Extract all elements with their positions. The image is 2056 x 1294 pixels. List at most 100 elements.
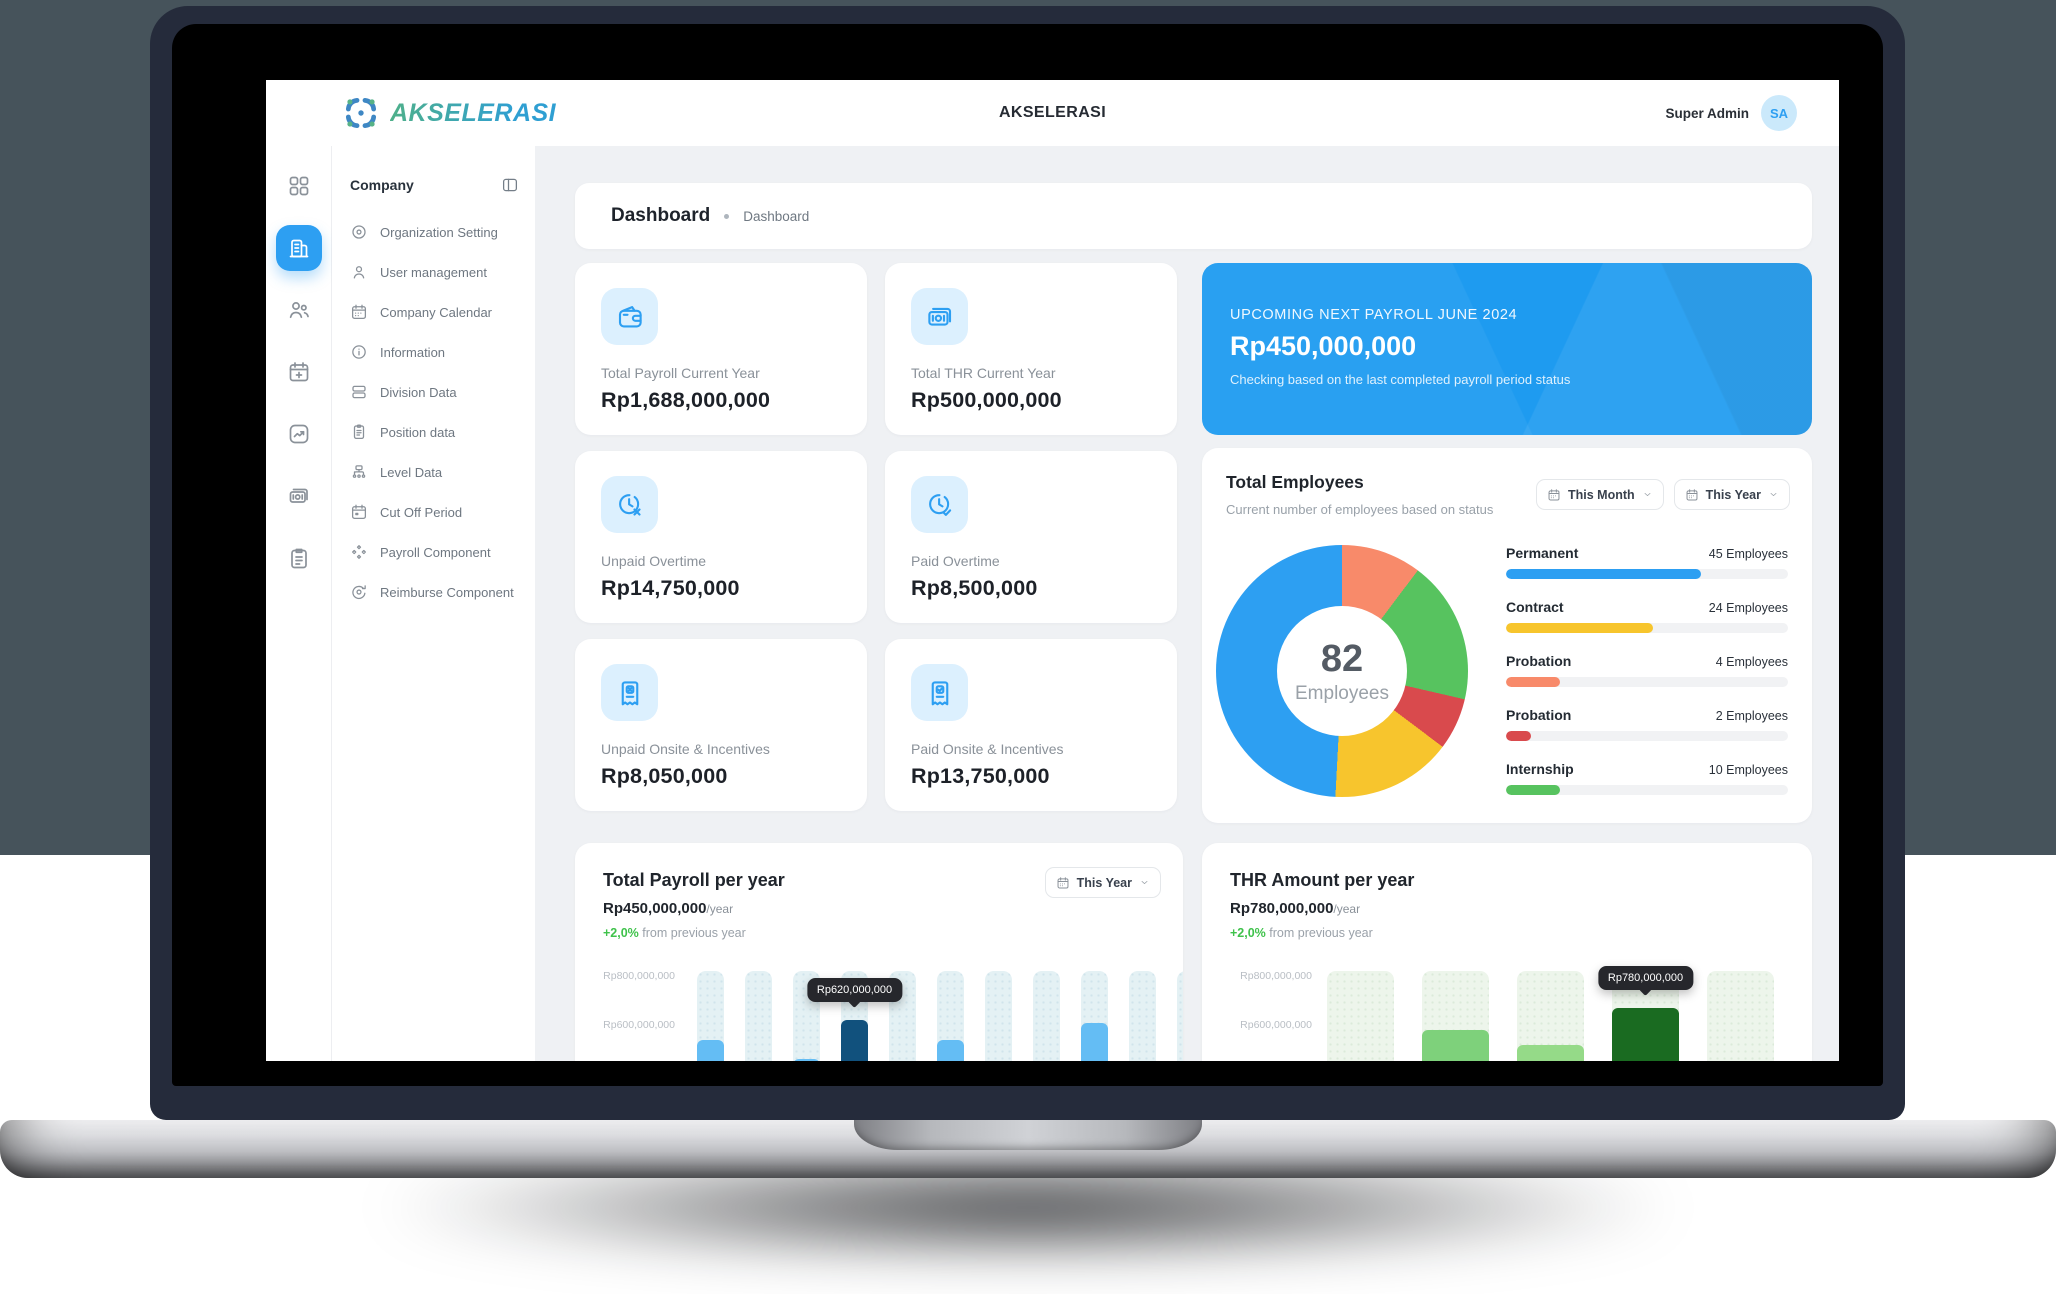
info-icon [350,343,368,361]
chart-column-1 [697,971,724,1061]
bar-highlighted[interactable] [1612,1007,1679,1061]
clock-x-icon [601,476,658,533]
bar-placeholder [1033,971,1060,1061]
bar[interactable] [1081,1022,1108,1061]
receipt-x-icon [601,664,658,721]
sidebar-item-label: Payroll Component [380,544,491,560]
legend-row-internship: Internship 10 Employees [1506,761,1788,815]
donut-center: 82 Employees [1277,606,1407,736]
bar[interactable] [793,1059,820,1061]
bar[interactable] [1422,1029,1489,1061]
legend-label: Probation [1506,653,1572,669]
sidebar-item-payroll-component[interactable]: Payroll Component [344,532,523,572]
chart-column-4: Rp620,000,000 [806,971,903,1061]
rail-item-clipboard[interactable] [276,535,322,581]
thr-bars: Rp780,000,000 [1327,965,1774,1061]
breadcrumb-current[interactable]: Dashboard [743,208,810,224]
collapse-sidebar-button[interactable] [501,176,519,194]
sidebar-item-cut-off-period[interactable]: Cut Off Period [344,492,523,532]
component-icon [350,543,368,561]
chart-column-3 [1517,971,1584,1061]
legend-bar-fill [1506,623,1653,633]
sidebar-item-company-calendar[interactable]: Company Calendar [344,292,523,332]
employees-legend: Permanent 45 Employees Contract 24 Employee… [1506,545,1788,815]
user-menu[interactable]: Super Admin SA [1665,95,1797,131]
stat-value: Rp14,750,000 [601,576,740,600]
sidebar-item-reimburse-component[interactable]: Reimburse Component [344,572,523,612]
sidebar-item-information[interactable]: Information [344,332,523,372]
stat-card-paid-overtime: Paid Overtime Rp8,500,000 [885,451,1177,623]
filter-this-month-label: This Month [1567,487,1635,502]
delta-value: +2,0% [603,926,639,940]
payroll-banner: UPCOMING NEXT PAYROLL JUNE 2024 Rp450,00… [1202,263,1812,435]
bar-tooltip: Rp780,000,000 [1597,965,1694,990]
bar-placeholder [1129,971,1156,1061]
legend-bar-fill [1506,677,1560,687]
rail-item-building[interactable] [275,225,322,271]
level-icon [350,463,368,481]
sidebar-item-label: Company Calendar [380,304,493,320]
legend-count: 10 Employees [1708,763,1788,777]
bar-placeholder [745,971,772,1061]
bar-placeholder [1177,971,1183,1061]
sidebar-item-label: Reimburse Component [380,584,514,600]
payroll-chart-delta: +2,0% from previous year [603,926,746,940]
y-axis-tick: Rp600,000,000 [603,1019,675,1031]
rail-item-grid[interactable] [276,163,322,209]
page-title: Dashboard [611,205,711,226]
chevron-down-icon [1768,489,1779,500]
payroll-chart-card: Total Payroll per year Rp450,000,000/yea… [575,843,1183,1061]
bar[interactable] [1517,1044,1584,1061]
brand-logo-icon [345,97,377,129]
avatar[interactable]: SA [1761,95,1797,131]
bar-placeholder [985,971,1012,1061]
sidebar-item-user-management[interactable]: User management [344,252,523,292]
rail-item-calendar-plus[interactable] [276,349,322,395]
legend-row-contract: Contract 24 Employees [1506,599,1788,653]
chart-column-2 [745,971,772,1061]
chart-column-5 [1707,971,1774,1061]
bar[interactable] [937,1039,964,1061]
clipboard-icon [287,546,311,570]
thr-chart-delta: +2,0% from previous year [1230,926,1373,940]
sidebar-item-label: Cut Off Period [380,504,463,520]
stat-card-total-payroll-current-year: Total Payroll Current Year Rp1,688,000,00… [575,263,867,435]
chart-column-11 [1177,971,1183,1061]
thr-chart-title: THR Amount per year [1230,870,1415,890]
employees-donut-chart[interactable]: 82 Employees [1216,545,1468,797]
bar-placeholder [1707,971,1774,1061]
sidebar-item-organization-setting[interactable]: Organization Setting [344,212,523,252]
rail-item-trend-chart[interactable] [276,411,322,457]
legend-bar-fill [1506,569,1701,579]
legend-label: Internship [1506,761,1574,777]
calendar-plus-icon [287,360,311,384]
filter-this-month[interactable]: This Month [1535,479,1664,510]
sidebar-section-label: Company [350,177,414,193]
bar[interactable] [697,1039,724,1061]
rail-item-people[interactable] [276,287,322,333]
banner-subtitle: Checking based on the last completed pay… [1230,372,1571,387]
sidebar-item-division-data[interactable]: Division Data [344,372,523,412]
filter-this-year[interactable]: This Year [1673,479,1790,510]
thr-chart-amount: Rp780,000,000/year [1230,900,1360,917]
sidebar-item-level-data[interactable]: Level Data [344,452,523,492]
stat-value: Rp1,688,000,000 [601,388,771,412]
stat-label: Unpaid Overtime [601,553,707,569]
filter-this-year-label: This Year [1705,487,1761,502]
legend-bar-track [1506,623,1788,633]
rail-item-banknote[interactable] [276,473,322,519]
legend-bar-track [1506,731,1788,741]
wallet-icon [601,288,658,345]
payroll-filter-this-year[interactable]: This Year [1044,867,1161,898]
stat-value: Rp500,000,000 [911,388,1062,412]
laptop-hinge-notch [854,1120,1202,1150]
banknote-icon [287,484,311,508]
delta-note: from previous year [642,926,746,940]
payroll-amount-suffix: /year [706,902,734,916]
sidebar-item-position-data[interactable]: Position data [344,412,523,452]
sidebar-item-label: Level Data [380,464,443,480]
payroll-chart-title: Total Payroll per year [603,870,785,890]
bar-highlighted[interactable] [841,1020,868,1061]
screen-bezel: AKSELERASI AKSELERASI Super Admin SA Com… [172,24,1883,1086]
legend-label: Probation [1506,707,1572,723]
